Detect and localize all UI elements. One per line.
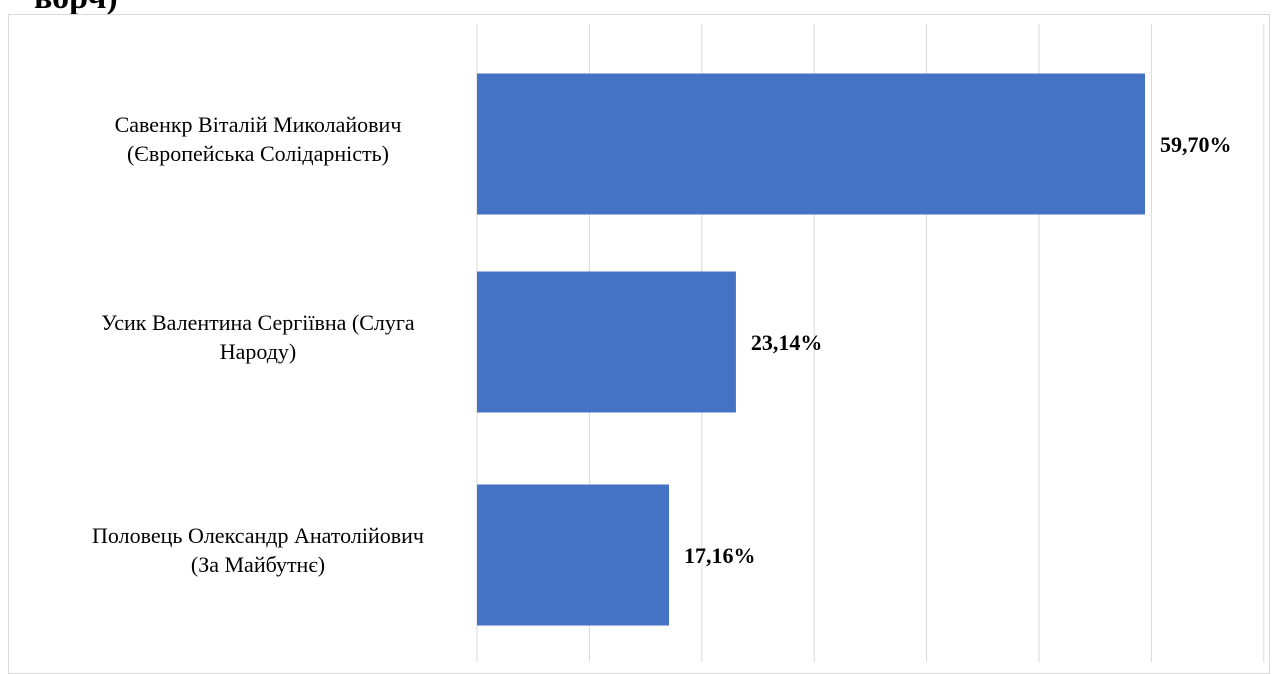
bar [477, 73, 1145, 215]
category-label-line: Половець Олександр Анатолійович [92, 523, 424, 548]
data-labels: 59,70% 23,14% 17,16% [684, 132, 1231, 568]
category-label: Половець Олександр Анатолійович (За Майбу… [92, 523, 424, 577]
category-label: Савенкр Віталій Миколайович (Європейська … [115, 112, 402, 166]
data-label: 17,16% [684, 543, 756, 568]
category-label-line: Усик Валентина Сергіївна (Слуга [101, 310, 415, 335]
bar [477, 271, 736, 413]
category-label-line: (Європейська Солідарність) [127, 141, 389, 166]
page-heading: ворч) [34, 0, 118, 18]
category-label-line: (За Майбутнє) [191, 552, 325, 577]
data-label: 23,14% [751, 330, 823, 355]
category-label-line: Савенкр Віталій Миколайович [115, 112, 402, 137]
category-labels: Савенкр Віталій Миколайович (Європейська … [92, 112, 424, 577]
bar [477, 484, 670, 626]
category-label: Усик Валентина Сергіївна (Слуга Народу) [101, 310, 415, 364]
category-label-line: Народу) [220, 339, 297, 364]
bars [477, 73, 1145, 626]
data-label: 59,70% [1160, 132, 1232, 157]
